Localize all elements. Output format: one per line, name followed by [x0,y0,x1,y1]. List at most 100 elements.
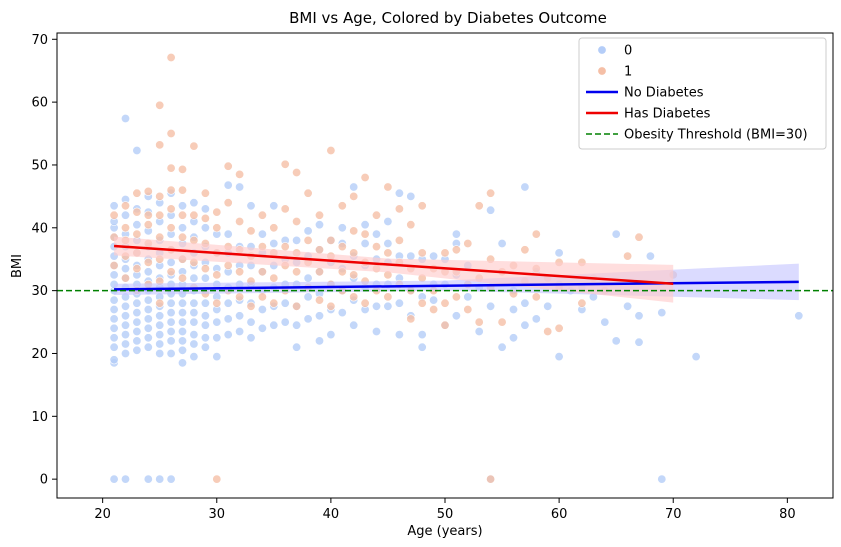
data-point [326,330,336,340]
data-point [155,330,165,340]
data-point [132,229,142,239]
data-point [360,298,370,308]
data-point [155,348,165,358]
data-point [143,186,153,196]
legend-box [578,37,827,150]
data-point [508,304,518,314]
data-point [155,311,165,321]
data-point [440,298,450,308]
data-point [520,298,530,308]
y-tick-label: 70 [31,33,48,48]
data-point [360,229,370,239]
data-point [178,308,188,318]
data-point [337,223,347,233]
data-point [178,232,188,242]
data-point [143,323,153,333]
data-point [166,257,176,267]
data-point [143,257,153,267]
data-point [280,298,290,308]
data-point [303,188,313,198]
legend-label: Obesity Threshold (BMI=30) [624,128,808,143]
data-point [178,185,188,195]
data-point [235,292,245,302]
data-point [406,191,416,201]
data-point [166,326,176,336]
data-point [121,320,131,330]
data-point [257,323,267,333]
data-point [531,229,541,239]
data-point [143,210,153,220]
data-point [554,352,564,362]
data-point [371,210,381,220]
data-point [132,308,142,318]
data-point [121,348,131,358]
data-point [451,229,461,239]
data-point [303,226,313,236]
data-point [246,201,256,211]
data-point [383,301,393,311]
data-point [132,146,142,156]
data-point [520,320,530,330]
data-point [657,474,667,484]
data-point [623,301,633,311]
y-tick-label: 40 [31,221,48,236]
data-point [292,320,302,330]
data-point [360,239,370,249]
data-point [166,204,176,214]
data-point [577,298,587,308]
data-point [132,188,142,198]
data-point [337,242,347,252]
legend-marker [597,66,607,76]
data-point [349,270,359,280]
data-point [200,204,210,214]
data-point [166,52,176,62]
data-point [178,210,188,220]
data-point [132,336,142,346]
data-point [360,220,370,230]
data-point [326,301,336,311]
data-point [121,114,131,124]
data-point [189,330,199,340]
data-point [189,352,199,362]
data-point [109,201,119,211]
data-point [212,298,222,308]
data-point [143,474,153,484]
data-point [531,292,541,302]
data-point [143,342,153,352]
data-point [155,210,165,220]
data-point [178,223,188,233]
data-point [623,251,633,261]
data-point [554,248,564,258]
data-point [235,311,245,321]
y-tick-label: 0 [40,473,48,488]
data-point [314,245,324,255]
confidence-band [114,236,674,303]
y-tick-label: 10 [31,410,48,425]
data-point [486,205,496,215]
data-point [132,207,142,217]
data-point [178,201,188,211]
data-point [109,314,119,324]
data-point [246,333,256,343]
data-point [109,295,119,305]
data-point [394,188,404,198]
data-point [212,352,222,362]
data-point [200,342,210,352]
data-point [212,317,222,327]
data-point [486,474,496,484]
data-point [132,264,142,274]
data-point [166,348,176,358]
data-point [223,314,233,324]
data-point [246,226,256,236]
data-point [166,336,176,346]
data-point [155,474,165,484]
data-point [166,223,176,233]
legend-label: Has Diabetes [624,107,711,122]
data-point [292,301,302,311]
data-point [463,304,473,314]
data-point [189,317,199,327]
data-point [257,210,267,220]
data-point [257,292,267,302]
data-point [189,210,199,220]
